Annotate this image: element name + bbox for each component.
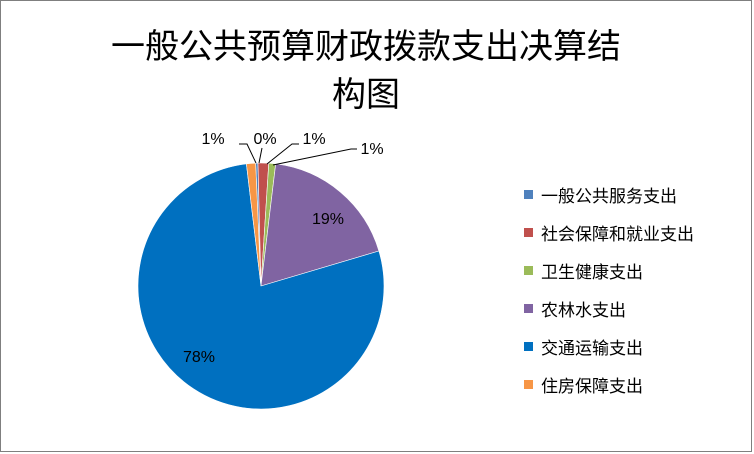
- chart-title: 一般公共预算财政拨款支出决算结 构图: [61, 23, 671, 119]
- chart-title-line-1: 一般公共预算财政拨款支出决算结: [111, 27, 621, 67]
- legend-item-0: 一般公共服务支出: [524, 175, 749, 213]
- legend-label-2: 卫生健康支出: [541, 262, 643, 283]
- legend-label-1: 社会保障和就业支出: [541, 224, 694, 245]
- legend-item-2: 卫生健康支出: [524, 251, 749, 289]
- legend-swatch-0: [524, 189, 533, 199]
- data-label-1: 1%: [302, 131, 325, 148]
- legend-label-5: 住房保障支出: [541, 376, 643, 397]
- pie-slice-3: [260, 163, 380, 287]
- legend-swatch-3: [524, 303, 533, 313]
- legend-swatch-2: [524, 265, 533, 275]
- legend: 一般公共服务支出 社会保障和就业支出 卫生健康支出 农林水支出交通运输支出 住房保障支出: [524, 175, 749, 403]
- legend-label-0: 一般公共服务支出: [541, 186, 677, 207]
- leader-line-0: [258, 147, 263, 164]
- data-label-3: 19%: [312, 211, 344, 228]
- legend-swatch-5: [524, 379, 533, 389]
- data-label-2: 1%: [360, 141, 383, 158]
- pie-slice-4: [137, 163, 385, 410]
- chart-title-line-2: 构图: [332, 75, 400, 115]
- data-label-4: 78%: [183, 349, 215, 366]
- legend-item-1: 社会保障和就业支出: [524, 213, 749, 251]
- legend-swatch-4: [524, 341, 533, 351]
- legend-label-3: 农林水支出: [541, 300, 626, 321]
- legend-swatch-1: [524, 227, 533, 237]
- data-label-0: 0%: [253, 131, 276, 148]
- leader-line-1: [266, 143, 299, 165]
- legend-label-4: 交通运输支出: [541, 338, 643, 359]
- legend-item-3: 农林水支出: [524, 289, 749, 327]
- legend-item-4: 交通运输支出: [524, 327, 749, 365]
- data-label-5: 1%: [201, 131, 224, 148]
- legend-item-5: 住房保障支出: [524, 365, 749, 403]
- leader-line-5: [239, 143, 257, 164]
- leader-line-2: [272, 148, 357, 166]
